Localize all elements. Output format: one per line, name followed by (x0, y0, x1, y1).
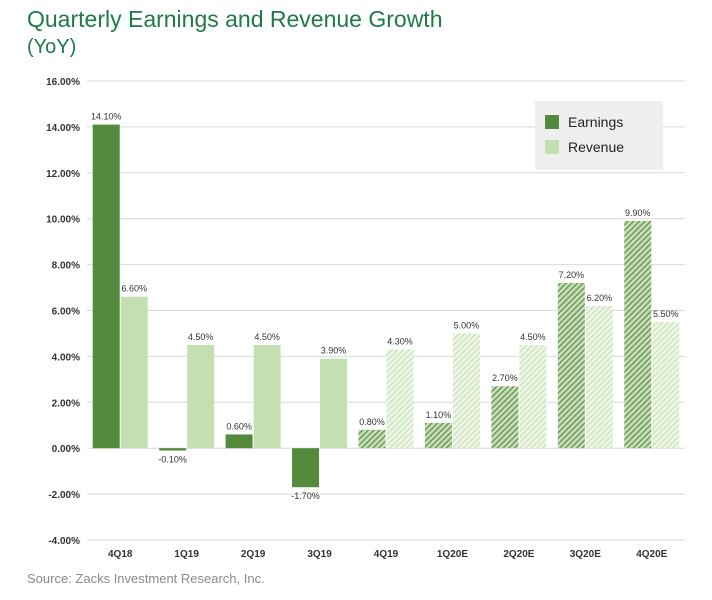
y-axis: -4.00% -2.00% 0.00% 2.00% 4.00% 6.00% 8.00% 10.… (46, 77, 80, 547)
data-label-revenue-3Q19: 3.90% (321, 346, 347, 356)
data-label-earnings-4Q19: 0.80% (359, 417, 385, 427)
y-tick-label: 10.00% (46, 215, 80, 226)
data-label-revenue-4Q18: 6.60% (121, 284, 147, 294)
source-note: Source: Zacks Investment Research, Inc. (27, 571, 265, 586)
x-tick-label: 4Q19 (374, 549, 399, 560)
data-label-earnings-2Q20E: 2.70% (492, 373, 518, 383)
bar-revenue-4Q18 (120, 296, 148, 449)
data-label-revenue-2Q19: 4.50% (254, 332, 280, 342)
bar-revenue-3Q19 (320, 358, 348, 449)
legend-label-earnings: Earnings (568, 114, 623, 130)
data-label-earnings-4Q18: 14.10% (91, 112, 122, 122)
bar-earnings-4Q18 (92, 124, 120, 449)
bar-revenue-4Q20E (652, 321, 680, 449)
y-tick-label: 0.00% (52, 444, 80, 455)
y-tick-label: 14.00% (46, 123, 80, 134)
data-labels: 14.10% 6.60% -0.10% 4.50% 0.60% 4.50% -1.70% 3.… (91, 112, 679, 502)
bar-earnings-2Q20E (491, 386, 519, 449)
data-label-revenue-3Q20E: 6.20% (587, 293, 613, 303)
legend-box (535, 101, 663, 170)
data-label-earnings-3Q19: -1.70% (291, 491, 320, 501)
x-tick-label: 2Q20E (503, 549, 534, 560)
data-label-revenue-1Q19: 4.50% (188, 332, 214, 342)
x-axis: 4Q18 1Q19 2Q19 3Q19 4Q19 1Q20E 2Q20E 3Q20E 4Q20E (108, 549, 668, 560)
data-label-earnings-1Q20E: 1.10% (426, 410, 452, 420)
bar-earnings-2Q19 (225, 434, 253, 449)
x-tick-label: 1Q20E (437, 549, 468, 560)
y-tick-label: 6.00% (52, 307, 80, 318)
data-label-earnings-2Q19: 0.60% (226, 421, 252, 431)
chart-title: Quarterly Earnings and Revenue Growth (27, 6, 443, 32)
bar-revenue-2Q20E (519, 344, 547, 449)
data-label-revenue-4Q19: 4.30% (387, 337, 413, 347)
legend-label-revenue: Revenue (568, 139, 624, 155)
y-tick-label: 16.00% (46, 77, 80, 88)
bar-earnings-4Q19 (358, 429, 386, 449)
legend-swatch-earnings (545, 115, 559, 129)
bar-chart: -4.00% -2.00% 0.00% 2.00% 4.00% 6.00% 8.00% 10.… (46, 77, 685, 560)
data-label-earnings-1Q19: -0.10% (158, 454, 187, 464)
bars (92, 124, 680, 488)
x-tick-label: 1Q19 (174, 549, 199, 560)
x-tick-label: 3Q19 (307, 549, 332, 560)
y-tick-label: 4.00% (52, 352, 80, 363)
y-tick-label: -2.00% (48, 490, 80, 501)
bar-earnings-3Q19 (292, 448, 320, 488)
y-tick-label: -4.00% (48, 536, 80, 547)
data-label-earnings-4Q20E: 9.90% (625, 208, 651, 218)
bar-revenue-3Q20E (585, 305, 613, 449)
x-tick-label: 2Q19 (241, 549, 266, 560)
bar-earnings-3Q20E (557, 282, 585, 449)
data-label-earnings-3Q20E: 7.20% (559, 270, 585, 280)
bar-revenue-1Q20E (452, 333, 480, 449)
chart-subtitle: (YoY) (27, 36, 77, 58)
gridlines (87, 80, 685, 541)
y-tick-label: 8.00% (52, 261, 80, 272)
y-tick-label: 2.00% (52, 398, 80, 409)
data-label-revenue-1Q20E: 5.00% (454, 320, 480, 330)
data-label-revenue-2Q20E: 4.50% (520, 332, 546, 342)
bar-revenue-1Q19 (187, 344, 215, 449)
legend: Earnings Revenue (535, 101, 663, 170)
bar-revenue-4Q19 (386, 349, 414, 449)
data-label-revenue-4Q20E: 5.50% (653, 309, 679, 319)
bar-earnings-1Q20E (424, 422, 452, 449)
bar-earnings-1Q19 (159, 448, 187, 451)
y-tick-label: 12.00% (46, 169, 80, 180)
x-tick-label: 4Q18 (108, 549, 133, 560)
bar-revenue-2Q19 (253, 344, 281, 449)
x-tick-label: 3Q20E (570, 549, 601, 560)
legend-swatch-revenue (545, 140, 559, 154)
bar-earnings-4Q20E (624, 220, 652, 449)
x-tick-label: 4Q20E (636, 549, 667, 560)
